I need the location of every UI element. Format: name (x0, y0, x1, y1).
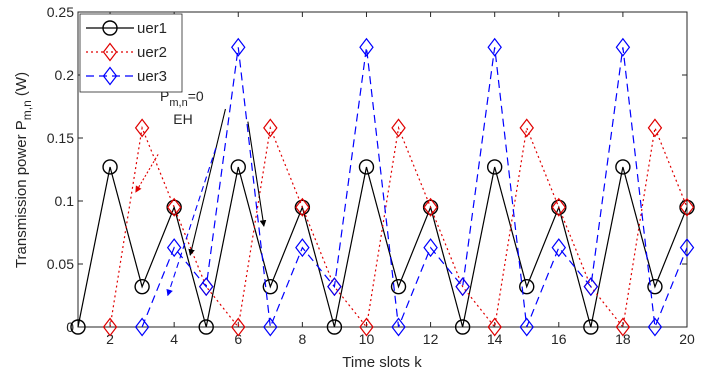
axis-tick-labels: 2 4 6 8 10 12 14 16 18 20 0 0.05 0.1 0.15 0.2 0.25 (47, 4, 695, 347)
data-point-uer2 (134, 118, 150, 138)
data-point-uer1 (230, 159, 246, 175)
y-tick-label: 0.05 (47, 256, 74, 272)
data-point-uer2 (391, 118, 406, 138)
data-point-uer3 (455, 277, 470, 297)
legend: uer1 uer2 uer3 (79, 13, 183, 93)
x-tick-label: 16 (551, 331, 567, 347)
y-axis-title-main: Transmission power P (13, 120, 30, 268)
legend-swatch-marker (102, 20, 118, 36)
x-axis-title: Time slots k (342, 354, 422, 371)
data-point-uer1 (583, 319, 599, 335)
annotation-arrows (135, 108, 267, 297)
series-layer (70, 37, 695, 337)
annotation-arrow (247, 121, 267, 227)
data-point-uer3 (615, 37, 631, 57)
data-point-uer3 (487, 37, 502, 57)
data-point-uer2 (679, 197, 695, 217)
data-point-uer1 (262, 278, 279, 295)
y-tick-label: 0.1 (55, 193, 75, 209)
annotation-line-1: Pm,n=0 (160, 88, 204, 109)
data-point-uer3 (327, 277, 342, 297)
annotation-label: Pm,n=0 EH (160, 88, 204, 127)
data-point-uer2 (423, 197, 438, 217)
axis-ticks (78, 11, 688, 328)
legend-entry-uer3: uer3 (86, 66, 167, 86)
x-tick-label: 10 (359, 331, 375, 347)
legend-entry-uer1: uer1 (86, 20, 167, 37)
annotation-arrow (135, 154, 159, 193)
data-point-uer3 (263, 317, 278, 337)
x-tick-label: 4 (170, 331, 178, 347)
data-point-uer3 (198, 277, 214, 297)
data-point-uer1 (358, 159, 375, 175)
data-point-uer1 (647, 278, 663, 295)
annotation-arrow (188, 108, 226, 256)
data-point-uer1 (134, 278, 150, 295)
data-point-uer2 (487, 317, 502, 337)
x-tick-label: 14 (487, 331, 503, 347)
data-point-uer3 (647, 317, 663, 337)
annotation-arrow (166, 147, 217, 297)
data-point-uer1 (486, 159, 503, 175)
data-point-uer2 (166, 197, 182, 217)
legend-swatch-marker (102, 66, 118, 86)
data-point-uer1 (519, 278, 535, 295)
data-point-uer3 (231, 37, 246, 57)
y-tick-label: 0 (66, 319, 74, 335)
data-point-uer3 (359, 37, 374, 57)
data-point-uer2 (102, 317, 118, 337)
data-point-uer2 (231, 317, 246, 337)
annotation-sub: m,n (169, 97, 187, 109)
annotation-line-2: EH (173, 111, 192, 127)
data-point-uer1 (615, 159, 631, 175)
x-tick-label: 8 (298, 331, 306, 347)
legend-entries: uer1 uer2 uer3 (86, 20, 167, 86)
data-point-uer3 (519, 317, 534, 337)
y-tick-label: 0.15 (47, 130, 74, 146)
data-point-uer3 (134, 317, 150, 337)
data-point-uer3 (391, 317, 406, 337)
legend-label: uer1 (137, 20, 167, 37)
data-point-uer2 (519, 118, 534, 138)
data-point-uer2 (551, 197, 567, 217)
data-point-uer3 (295, 238, 310, 258)
data-point-uer3 (423, 238, 438, 258)
y-axis-title-unit: (W) (13, 72, 30, 100)
legend-box (79, 13, 183, 93)
x-tick-label: 12 (423, 331, 439, 347)
y-tick-label: 0.2 (55, 67, 75, 83)
data-point-uer2 (647, 118, 663, 138)
annotation-tail: =0 (188, 88, 204, 104)
data-point-uer1 (102, 159, 118, 175)
y-axis-title: Transmission power Pm,n (W) (13, 72, 34, 268)
legend-label: uer2 (137, 44, 167, 61)
data-point-uer3 (583, 277, 599, 297)
series-uer3 (134, 37, 695, 337)
data-point-uer2 (263, 118, 278, 138)
data-point-uer3 (679, 238, 695, 258)
data-point-uer1 (326, 319, 343, 335)
x-tick-label: 6 (234, 331, 242, 347)
x-tick-label: 2 (106, 331, 114, 347)
legend-label: uer3 (137, 68, 167, 85)
y-axis-title-sub: m,n (20, 100, 34, 120)
data-point-uer2 (295, 197, 310, 217)
data-point-uer3 (166, 238, 182, 258)
legend-swatch-marker (102, 42, 118, 62)
data-point-uer1 (390, 278, 407, 295)
x-tick-label: 18 (615, 331, 631, 347)
annotation-main: P (160, 88, 169, 104)
data-point-uer1 (70, 319, 86, 335)
y-tick-label: 0.25 (47, 4, 74, 20)
data-point-uer1 (454, 319, 471, 335)
data-point-uer3 (551, 238, 567, 258)
data-point-uer2 (615, 317, 631, 337)
legend-entry-uer2: uer2 (86, 42, 167, 62)
x-tick-label: 20 (679, 331, 695, 347)
data-point-uer2 (359, 317, 374, 337)
data-point-uer1 (198, 319, 214, 335)
